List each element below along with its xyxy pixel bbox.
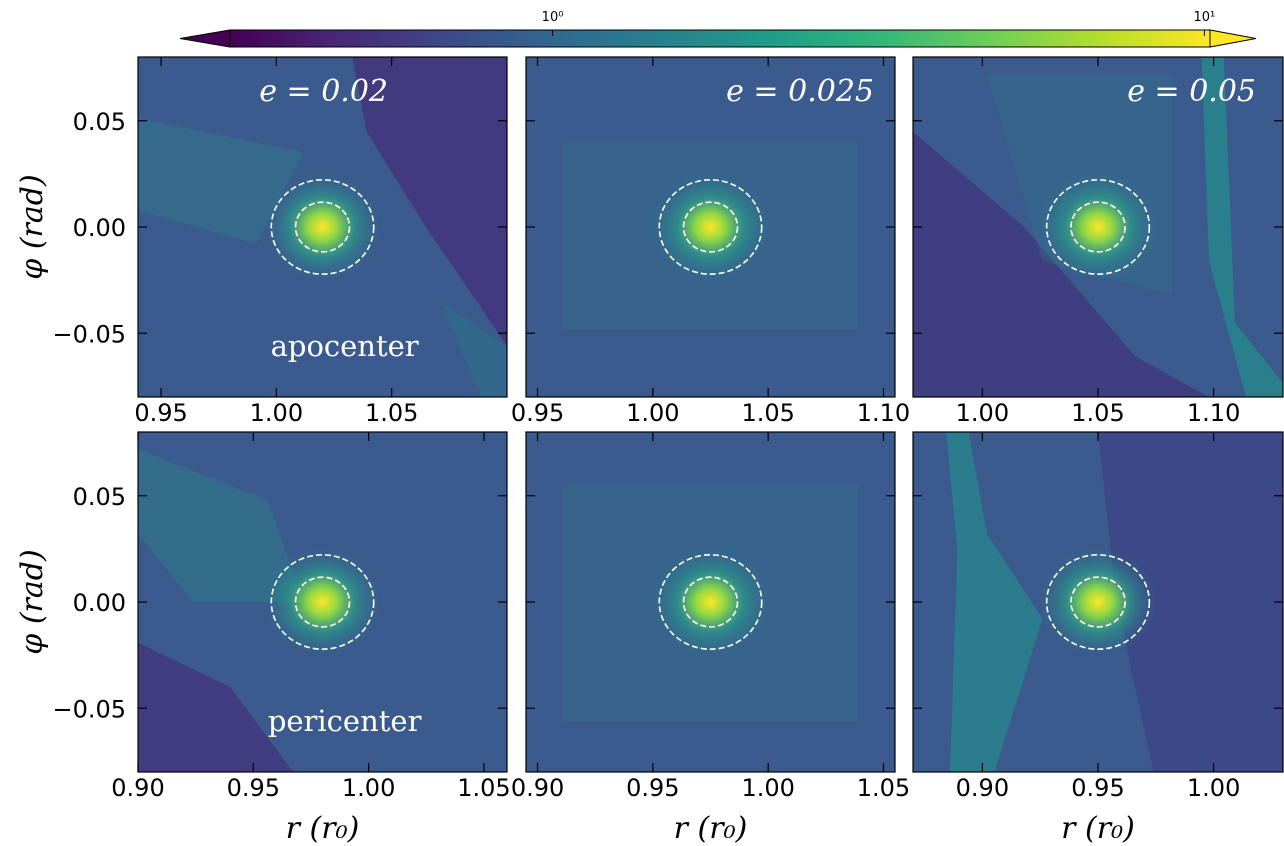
hill-circle <box>682 576 739 628</box>
x-tick-label: 0.90 <box>511 774 564 802</box>
heatmap-region <box>1098 432 1283 772</box>
x-tick-label: 1.10 <box>1187 399 1240 427</box>
heatmap-region <box>138 449 305 602</box>
y-tick-label: 0.05 <box>73 483 126 511</box>
x-tick-label: 1.05 <box>457 774 510 802</box>
x-tick-label: 1.00 <box>250 399 303 427</box>
planet-glow <box>1038 172 1158 282</box>
x-tick-label: 0.95 <box>134 399 187 427</box>
colorbar-tick-label: 10¹ <box>1194 10 1216 25</box>
colorbar-extend-low <box>179 29 231 48</box>
x-tick-label: 0.95 <box>1071 774 1124 802</box>
hill-circle <box>658 554 763 650</box>
heatmap-region <box>946 432 1043 772</box>
heatmap-region <box>352 57 507 346</box>
panel <box>526 432 895 772</box>
planet-glow <box>650 547 771 657</box>
heatmap-region <box>913 131 1209 397</box>
annotation: e = 0.05 <box>1127 74 1256 109</box>
hill-circle <box>270 179 375 275</box>
x-tick-label: 0.95 <box>511 399 564 427</box>
x-tick-label: 1.05 <box>857 774 910 802</box>
x-tick-label: 1.00 <box>956 399 1009 427</box>
y-tick-label: 0.05 <box>73 108 126 136</box>
y-tick-label: −0.05 <box>52 695 126 723</box>
y-axis-label: φ (rad) <box>15 549 50 654</box>
hill-circle <box>1045 554 1151 650</box>
x-tick-label: 1.00 <box>342 774 395 802</box>
x-tick-label: 1.05 <box>741 399 794 427</box>
hill-circle <box>294 576 351 628</box>
hill-circle <box>1045 179 1151 275</box>
heatmap-region <box>138 642 293 772</box>
panel-label: apocenter <box>271 329 419 363</box>
heatmap-region <box>1201 57 1283 397</box>
x-tick-label: 1.00 <box>1187 774 1240 802</box>
y-axis-label: φ (rad) <box>15 174 50 279</box>
x-tick-label: 1.00 <box>626 399 679 427</box>
y-tick-label: 0.00 <box>73 589 126 617</box>
planet-glow <box>262 547 383 657</box>
panel <box>913 432 1283 772</box>
panel <box>526 57 895 397</box>
colorbar-extend-high <box>1209 29 1257 48</box>
heatmap-region <box>440 301 507 397</box>
annotation: e = 0.02 <box>259 74 388 109</box>
annotation: e = 0.025 <box>726 74 874 109</box>
panel <box>138 432 507 772</box>
x-tick-label: 1.05 <box>1071 399 1124 427</box>
x-axis-label: r (r₀) <box>674 811 748 846</box>
x-tick-label: 0.95 <box>626 774 679 802</box>
x-tick-label: 0.90 <box>111 774 164 802</box>
x-axis-label: r (r₀) <box>286 811 360 846</box>
panel-label: pericenter <box>268 704 422 738</box>
x-axis-label: r (r₀) <box>1061 811 1135 846</box>
hill-circle <box>270 554 375 650</box>
heatmap-region <box>138 118 305 244</box>
hill-circle <box>294 201 351 253</box>
planet-glow <box>650 172 771 282</box>
hill-circle <box>1070 576 1126 628</box>
x-tick-label: 1.00 <box>741 774 794 802</box>
planet-glow <box>1038 547 1158 657</box>
x-tick-label: 0.90 <box>956 774 1009 802</box>
hill-circle <box>682 201 739 253</box>
x-tick-label: 1.05 <box>365 399 418 427</box>
hill-circle <box>658 179 763 275</box>
colorbar-tick-label: 10⁰ <box>542 10 564 25</box>
hill-circle <box>1070 201 1126 253</box>
panel <box>138 57 507 397</box>
x-tick-label: 0.95 <box>227 774 280 802</box>
x-tick-label: 1.10 <box>857 399 910 427</box>
panel <box>913 57 1283 397</box>
colorbar <box>229 29 1211 48</box>
planet-glow <box>262 172 383 282</box>
y-tick-label: −0.05 <box>52 320 126 348</box>
y-tick-label: 0.00 <box>73 214 126 242</box>
